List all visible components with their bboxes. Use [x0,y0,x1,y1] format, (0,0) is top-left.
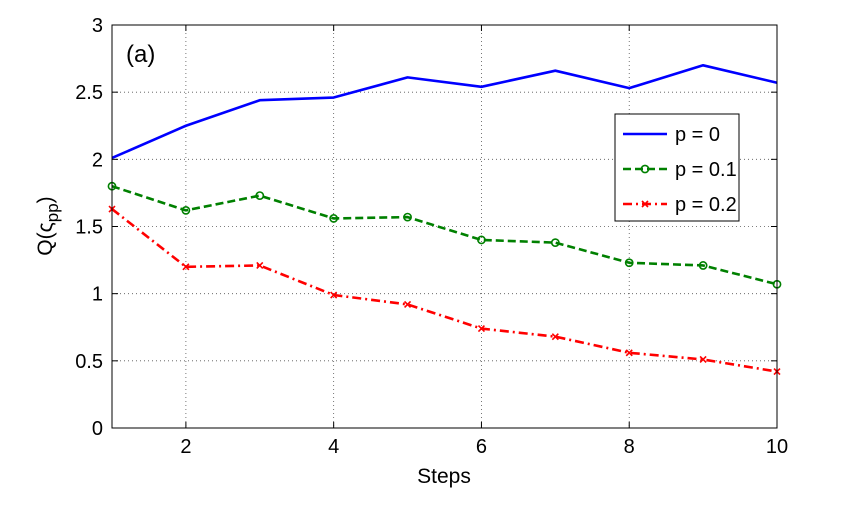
x-axis-label: Steps [417,465,471,488]
panel-label: (a) [126,41,155,68]
data-point [182,263,190,271]
data-point [403,300,412,308]
data-point [329,214,339,223]
x-tick-label: 8 [624,436,635,458]
legend-item-0: p = 0 [623,124,720,146]
y-tick-label: 2.5 [75,82,103,104]
legend-label: p = 0.2 [675,194,737,216]
legend-label: p = 0.1 [675,159,737,181]
legend-item-1: p = 0.1 [623,159,737,181]
y-axis-label: Q(ςpp) [34,196,62,255]
data-point [330,291,338,299]
series-0 [111,64,778,160]
x-tick-label: 4 [328,436,339,458]
y-axis-label-main: Q( [34,232,57,255]
x-tick-label: 6 [476,436,487,458]
data-point [698,261,708,270]
y-tick-label: 0.5 [75,351,103,373]
data-point [624,258,634,268]
x-tick-label: 2 [180,436,191,458]
series-line [111,184,778,286]
y-tick-label: 0 [92,418,103,440]
legend-marker [641,200,649,208]
legend-items: p = 0 p = 0.1 p = 0.2 [623,124,737,216]
y-tick-label: 2 [92,149,103,171]
legend: p = 0 p = 0.1 p = 0.2 [614,113,740,222]
x-tick-label: 10 [766,436,788,458]
y-axis-label-close: ) [34,196,57,203]
legend-label: p = 0 [675,124,720,146]
y-tick-label: 1.5 [75,217,103,239]
y-axis-label-greek: ς [34,222,57,232]
y-axis-label-sub: pp [43,203,62,222]
data-point [699,355,707,364]
legend-box [614,113,740,222]
data-point [477,235,486,245]
data-point [477,325,486,333]
y-tick-label: 1 [92,284,103,306]
data-point [625,349,633,357]
data-point [256,261,264,270]
data-point [255,191,265,201]
axis-ticks [112,24,778,429]
grid-lines [112,25,777,428]
legend-marker [640,164,650,174]
legend-item-2: p = 0.2 [623,194,737,216]
series-line [111,64,778,160]
data-point [550,238,560,248]
tick-labels: 2 4 6 8 10 0 0.5 1 1.5 2 2.5 3 [75,15,788,458]
y-tick-label: 3 [92,15,103,37]
data-point [403,212,412,222]
data-point [181,205,191,215]
data-point [551,333,559,341]
